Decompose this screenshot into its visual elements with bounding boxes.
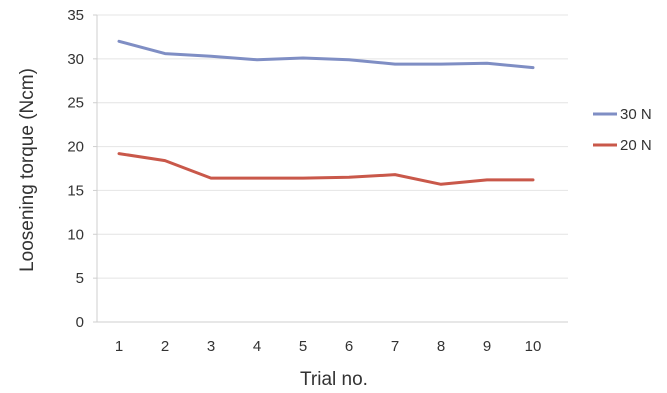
x-tick-label: 5	[299, 338, 307, 355]
y-tick-labels: 0 5 10 15 20 25 30 35	[67, 7, 84, 331]
x-tick-label: 7	[391, 338, 399, 355]
y-tick-label: 20	[67, 139, 84, 156]
y-tick-label: 5	[76, 270, 84, 287]
x-tick-label: 2	[161, 338, 169, 355]
x-tick-label: 3	[207, 338, 215, 355]
y-tick-label: 35	[67, 7, 84, 24]
legend-label: 20 N	[620, 137, 652, 154]
y-tick-label: 10	[67, 226, 84, 243]
x-tick-label: 6	[345, 338, 353, 355]
series-line-1	[117, 152, 535, 186]
legend-label: 30 N	[620, 106, 652, 123]
y-axis-title: Loosening torque (Ncm)	[17, 68, 38, 272]
y-tick-label: 25	[67, 95, 84, 112]
y-tick-label: 15	[67, 182, 84, 199]
x-axis-title: Trial no.	[300, 369, 368, 390]
y-tick-label: 30	[67, 51, 84, 68]
x-tick-label: 1	[115, 338, 123, 355]
x-tick-labels: 1 2 3 4 5 6 7 8 9 10	[115, 338, 542, 355]
series-line-0	[117, 39, 535, 70]
legend: 30 N 20 N	[593, 106, 652, 154]
x-tick-label: 10	[525, 338, 542, 355]
series-lines	[117, 39, 535, 186]
axes	[93, 14, 568, 323]
x-tick-label: 4	[253, 338, 261, 355]
x-tick-label: 9	[483, 338, 491, 355]
x-tick-label: 8	[437, 338, 445, 355]
y-tick-label: 0	[76, 314, 84, 331]
